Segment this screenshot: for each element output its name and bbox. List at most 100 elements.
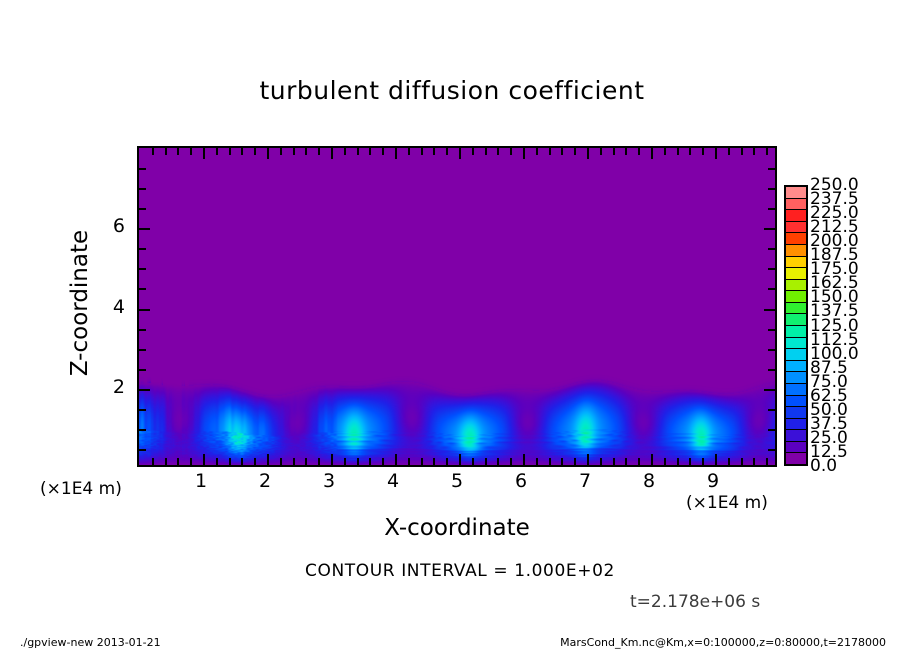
colorbar-band [786,267,806,279]
axis-tick [215,148,218,155]
axis-tick [625,148,628,155]
axis-tick [587,148,589,159]
axis-tick [689,148,692,155]
axis-tick [305,458,308,465]
axis-tick [768,288,775,291]
colorbar-tick-label: 137.5 [810,301,859,322]
axis-tick [599,458,602,465]
colorbar-band [786,278,806,291]
colorbar-band [786,313,806,326]
axis-tick [768,248,775,251]
axis-tick [484,148,487,155]
axis-tick [139,168,146,171]
axis-tick [177,458,180,465]
axis-tick [356,148,359,155]
axis-tick [177,148,180,155]
axis-tick [331,454,333,465]
axis-tick [420,148,423,155]
axis-tick [446,458,449,465]
axis-tick [587,454,589,465]
axis-tick [254,458,257,465]
axis-tick [471,148,474,155]
colorbar-tick-label: 87.5 [810,357,848,378]
colorbar-tick-label: 225.0 [810,203,859,224]
colorbar-tick-label: 200.0 [810,231,859,252]
colorbar-band [786,244,806,256]
axis-tick [768,428,775,431]
colorbar-tick-label: 162.5 [810,273,859,294]
axis-tick [279,148,282,155]
axis-tick [459,148,461,159]
axis-tick [395,454,397,465]
colorbar-band [786,348,806,360]
axis-tick [727,148,730,155]
axis-tick [228,148,231,155]
axis-tick [548,148,551,155]
colorbar-tick-label: 175.0 [810,259,859,280]
axis-tick [638,148,641,155]
colorbar-tick-label: 25.0 [810,427,848,448]
colorbar-tick-label: 125.0 [810,315,859,336]
x-tick-label: 2 [258,470,272,492]
axis-tick [768,448,775,451]
axis-tick [510,148,513,155]
colorbar-band [786,255,806,268]
axis-tick [292,148,295,155]
axis-tick [151,148,154,155]
colorbar-band [786,301,806,314]
axis-tick [663,148,666,155]
colorbar-band [786,452,806,464]
footer-command: ./gpview-new 2013-01-21 [20,636,161,649]
colorbar-tick-label: 237.5 [810,189,859,210]
x-axis-title: X-coordinate [384,515,530,541]
axis-tick [510,458,513,465]
axis-tick [740,458,743,465]
heatmap-field [139,148,775,465]
colorbar-band [786,220,806,233]
axis-tick [164,458,167,465]
axis-tick [764,308,775,311]
x-tick-label: 5 [450,470,464,492]
colorbar-tick-label: 250.0 [810,175,859,195]
axis-tick [139,248,146,251]
axis-tick [768,268,775,271]
page-title: turbulent diffusion coefficient [259,76,645,105]
x-tick-label: 6 [514,470,528,492]
colorbar-band [786,336,806,349]
footer-datasource: MarsCond_Km.nc@Km,x=0:100000,z=0:80000,t… [560,636,886,649]
axis-tick [663,458,666,465]
axis-tick [139,188,146,191]
axis-tick [139,208,146,211]
colorbar-band [786,187,806,198]
axis-tick [215,458,218,465]
axis-tick [638,458,641,465]
axis-tick [727,458,730,465]
colorbar-band [786,290,806,302]
contour-interval-annotation: CONTOUR INTERVAL = 1.000E+02 [305,561,615,581]
x-tick-label: 7 [578,470,592,492]
axis-tick [203,454,205,465]
axis-tick [471,458,474,465]
y-tick-label: 4 [112,295,125,318]
axis-tick [139,228,150,231]
axis-tick [395,148,397,159]
y-tick-label: 2 [112,375,125,398]
axis-tick [651,148,653,159]
axis-tick [305,148,308,155]
axis-tick [459,454,461,465]
colorbar-band [786,232,806,245]
axis-tick [420,458,423,465]
axis-tick [254,148,257,155]
axis-tick [382,458,385,465]
axis-tick [768,188,775,191]
axis-tick [241,458,244,465]
axis-tick [715,454,717,465]
colorbar-band [786,394,806,407]
axis-tick [764,388,775,391]
axis-tick [318,148,321,155]
colorbar-tick-label: 75.0 [810,371,848,392]
x-tick-label: 1 [194,470,208,492]
colorbar-band [786,429,806,441]
axis-tick [228,458,231,465]
axis-tick [267,454,269,465]
